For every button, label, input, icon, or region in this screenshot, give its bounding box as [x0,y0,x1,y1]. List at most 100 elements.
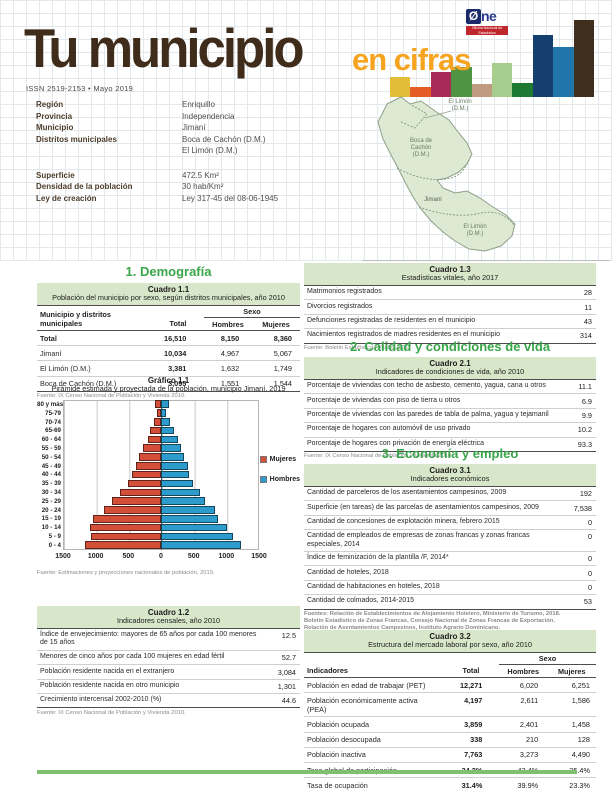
row-label: Menores de cinco años por cada 100 mujer… [40,653,225,661]
table-header: Cuadro 2.1 Indicadores de condiciones de… [304,357,596,380]
bar-hombres [161,479,194,488]
deco-bar [471,84,492,97]
bar-hombres [161,400,169,408]
row-value: 52.7 [281,653,296,663]
table-title: Cuadro 1.3 [429,265,471,274]
bar-hombres [161,435,178,444]
table-row: Índice de envejecimiento: mayores de 65 … [37,629,300,651]
row-label: Población desocupada [307,735,381,745]
row-value: 1,301 [277,681,296,691]
bar-hombres [161,523,228,532]
table-body: Índice de envejecimiento: mayores de 65 … [37,629,300,709]
table-title: Cuadro 1.1 [147,285,190,294]
cell-mujeres: 1,586 [571,695,590,705]
pyramid-row: 70-74 [37,418,259,427]
age-group-label: 35 - 39 [41,480,61,488]
map-district-border-south [418,206,515,226]
row-label: Boca de Cachón (D.M.) [40,379,117,389]
table-row: Divorcios registrados 11 [304,300,596,315]
cell-total: 3,859 [464,719,483,729]
col-header-label: Indicadores [307,666,348,675]
map-district-border-mid [396,159,470,180]
cell-total: 338 [470,735,483,745]
row-label: Índice de envejecimiento: mayores de 65 … [40,631,257,647]
cell-hombres: 39.9% [517,780,539,790]
info-row: Superficie 472.5 Km² [36,170,356,182]
map-label-boca-2: Cachón [411,145,432,151]
table-row: Porcentaje de hogares con automóvil de u… [304,423,596,438]
pyramid-track [63,444,259,453]
cell-mujeres: 4,490 [571,750,590,760]
info-label: Distritos municipales [36,134,117,144]
deco-bar [532,35,554,97]
bar-mujeres [139,453,161,461]
bar-mujeres [91,532,161,541]
cuadro-3-1: Cuadro 3.1 Indicadores económicos Cantid… [304,464,596,639]
info-row: Región Enriquillo [36,99,356,111]
pyramid-row: 65-69 [37,426,259,435]
legend-item-mujeres: Mujeres [259,456,300,463]
info-label [36,145,182,157]
mujeres-swatch-icon [259,456,267,463]
cell-total: 4,197 [464,695,483,705]
table-row: Porcentaje de viviendas con piso de tier… [304,394,596,409]
row-label: Población económicamente activa (PEA) [307,695,418,714]
col-header-mujeres: Mujeres [262,319,290,329]
deco-bar [410,87,431,97]
legend-label: Hombres [269,476,300,483]
row-value: 0 [587,517,592,527]
pyramid-row: 5 - 9 [37,532,259,541]
pyramid-track [63,532,259,541]
column-headers: Municipio y distritos municipales Total … [37,306,300,331]
pyramid-track [63,479,259,488]
table-row: Total 16,510 8,150 8,360 [37,331,300,347]
table-row: Cantidad de habitaciones en hoteles, 201… [304,581,596,596]
cuadro-1-2: Cuadro 1.2 Indicadores censales, año 201… [37,606,300,717]
map-label-el-limon-top: El Limón [448,99,471,105]
bar-mujeres [157,409,161,417]
pyramid-track [63,523,259,532]
map-label-el-limon-south-2: (D.M.) [467,231,484,237]
row-value: 0 [587,532,592,542]
row-label: El Limón (D.M.) [40,363,91,373]
source-note-line: Relación de Asentamientos Campesinos, In… [304,624,501,631]
table-row: Crecimiento intercensal 2002-2010 (%) 44… [37,694,300,709]
row-value: 0 [587,583,592,593]
pyramid-row: 45 - 49 [37,462,259,471]
table-body: Porcentaje de viviendas con techo de asb… [304,380,596,452]
pyramid-row: 80 y más [37,400,259,409]
pyramid-track [63,497,259,506]
pyramid-track [63,514,259,524]
row-label: Cantidad de empleados de empresas de zon… [307,532,530,548]
cell-hombres: 4,967 [220,348,240,358]
row-value: 44.6 [281,696,296,706]
cell-hombres: 2,611 [520,695,539,705]
table-row: Índice de feminización de la plantilla /… [304,552,596,567]
col-header-hombres: Hombres [212,319,244,329]
age-group-label: 50 - 54 [41,453,61,461]
bar-mujeres [84,541,161,549]
age-group-label: 40 - 44 [41,471,61,479]
pyramid-track [63,426,259,435]
source-note: Fuente: IX Censo Nacional de Población y… [37,709,186,716]
age-group-label: 25 - 29 [41,497,61,505]
chart-legend: Mujeres Hombres [259,456,300,496]
age-group-label: 55 - 59 [41,444,61,452]
bar-hombres [161,409,167,417]
table-body: Matrimonios registrados 28 Divorcios reg… [304,286,596,344]
pyramid-row: 35 - 39 [37,479,259,488]
pyramid-rows: 80 y más 75-79 70-74 65-69 60 - 64 55 - 59 50 … [37,400,259,550]
cell-mujeres: 25.4% [569,765,590,775]
bar-hombres [161,444,182,453]
pyramid-track [63,506,259,515]
row-label: Porcentaje de viviendas con piso de tier… [307,396,461,404]
pyramid-row: 55 - 59 [37,444,259,453]
info-value: Enriquillo [182,100,215,109]
table-header: Cuadro 1.2 Indicadores censales, año 201… [37,606,300,629]
row-label: Superficie (en tareas) de las parcelas d… [307,503,539,511]
pyramid-track [63,435,259,444]
source-note-line: Boletín Estadístico de Zonas Francas, Co… [304,617,555,624]
population-pyramid-chart: Gráfico 1.1 Pirámide estimada y proyecta… [37,376,300,588]
cuadro-3-2: Cuadro 3.2 Estructura del mercado labora… [304,630,596,792]
row-label: Cantidad de colmados, 2014-2015 [307,597,415,605]
